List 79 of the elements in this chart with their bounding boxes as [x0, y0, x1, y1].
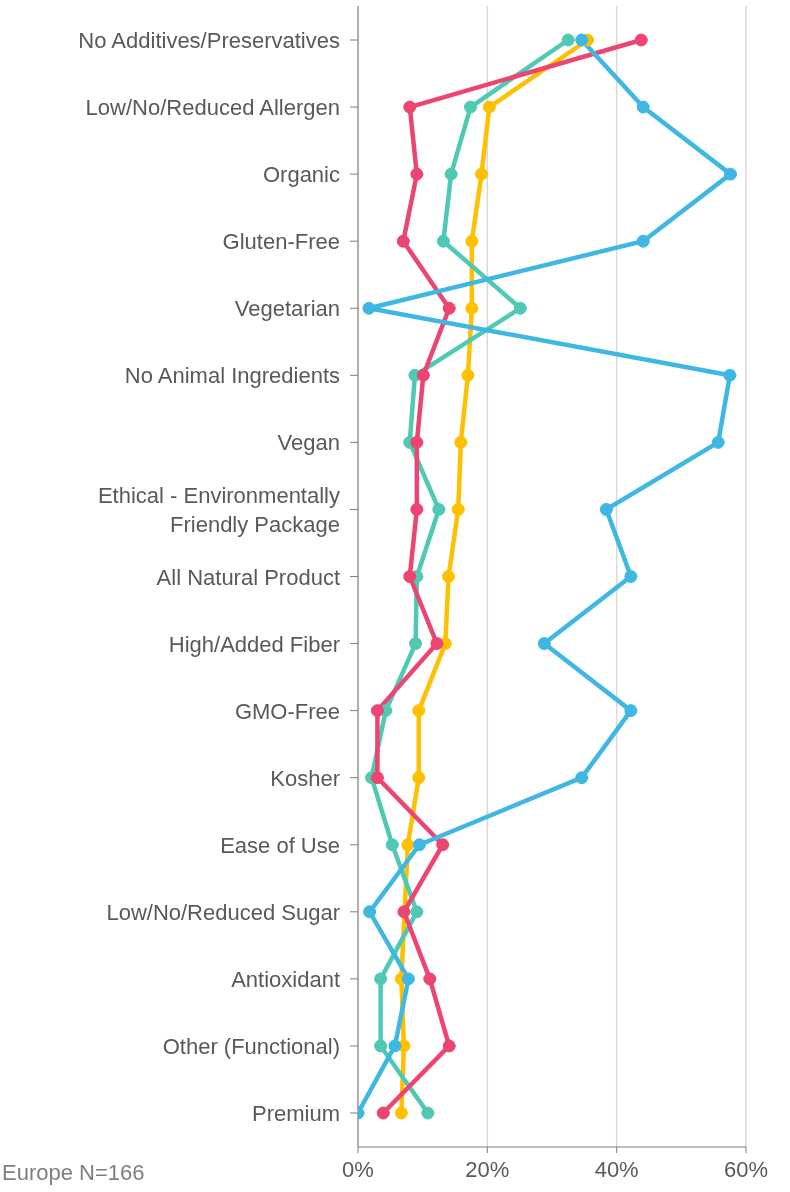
point — [409, 637, 423, 651]
point — [482, 100, 496, 114]
x-tick-label: 20% — [465, 1156, 510, 1182]
x-tick-label: 40% — [594, 1156, 639, 1182]
y-tick-label: Vegan — [277, 429, 340, 455]
point — [636, 234, 650, 248]
point — [388, 1039, 402, 1053]
point — [374, 1039, 388, 1053]
point — [394, 1106, 408, 1120]
point — [436, 234, 450, 248]
point — [711, 435, 725, 449]
point — [723, 368, 737, 382]
point — [475, 167, 489, 181]
point — [401, 972, 415, 986]
point — [412, 838, 426, 852]
y-tick-label: No Animal Ingredients — [124, 362, 340, 388]
point — [465, 234, 479, 248]
y-tick-label: Premium — [251, 1100, 340, 1126]
point — [421, 1106, 435, 1120]
y-tick-label: Ease of Use — [220, 832, 340, 858]
point — [401, 838, 415, 852]
point — [396, 234, 410, 248]
point — [634, 33, 648, 47]
point — [403, 570, 417, 583]
point — [436, 838, 450, 852]
y-tick-label: Vegetarian — [234, 295, 340, 321]
point — [442, 570, 456, 583]
point — [385, 838, 399, 852]
y-tick-label: All Natural Product — [156, 564, 340, 589]
point — [444, 167, 458, 181]
y-tick-label: Ethical - Environmentally Friendly Package — [97, 482, 340, 537]
point — [575, 33, 589, 47]
point — [412, 771, 426, 785]
point — [451, 502, 465, 516]
x-tick-label: 0% — [342, 1156, 374, 1182]
y-tick-label: Kosher — [270, 765, 340, 791]
point — [412, 704, 426, 718]
point — [430, 637, 444, 651]
point — [561, 33, 575, 47]
point — [376, 1106, 390, 1120]
point — [370, 704, 384, 718]
point — [464, 100, 478, 114]
text: Europe N=166 — [2, 1160, 145, 1186]
point — [442, 1039, 456, 1053]
point — [416, 368, 430, 382]
y-tick-label: High/Added Fiber — [168, 631, 340, 657]
y-tick-label: Other (Functional) — [162, 1033, 340, 1059]
point — [537, 637, 551, 651]
y-tick-label: Organic — [262, 161, 340, 187]
point — [624, 704, 638, 718]
point — [575, 771, 589, 785]
point — [370, 771, 384, 785]
point — [403, 100, 417, 114]
point — [599, 502, 613, 516]
y-tick-label: GMO-Free — [234, 698, 340, 724]
point — [624, 570, 638, 583]
point — [410, 167, 424, 181]
point — [410, 905, 424, 919]
point — [461, 368, 475, 382]
x-tick-label: 60% — [723, 1156, 769, 1182]
point — [442, 301, 456, 315]
point — [397, 905, 411, 919]
point — [374, 972, 388, 986]
point — [423, 972, 437, 986]
point — [723, 167, 737, 181]
y-tick-label: Gluten-Free — [222, 228, 340, 254]
y-tick-label: Antioxidant — [231, 966, 340, 992]
point — [410, 435, 424, 449]
point — [465, 301, 479, 315]
point — [513, 301, 527, 315]
point — [363, 905, 377, 919]
y-tick-label: No Additives/Preservatives — [78, 27, 340, 53]
y-tick-label: Low/No/Reduced Sugar — [106, 899, 340, 925]
point — [454, 435, 468, 449]
point — [410, 502, 424, 516]
point — [362, 301, 376, 315]
y-tick-label: Low/No/Reduced Allergen — [85, 94, 340, 120]
point — [432, 502, 446, 516]
point — [636, 100, 650, 114]
